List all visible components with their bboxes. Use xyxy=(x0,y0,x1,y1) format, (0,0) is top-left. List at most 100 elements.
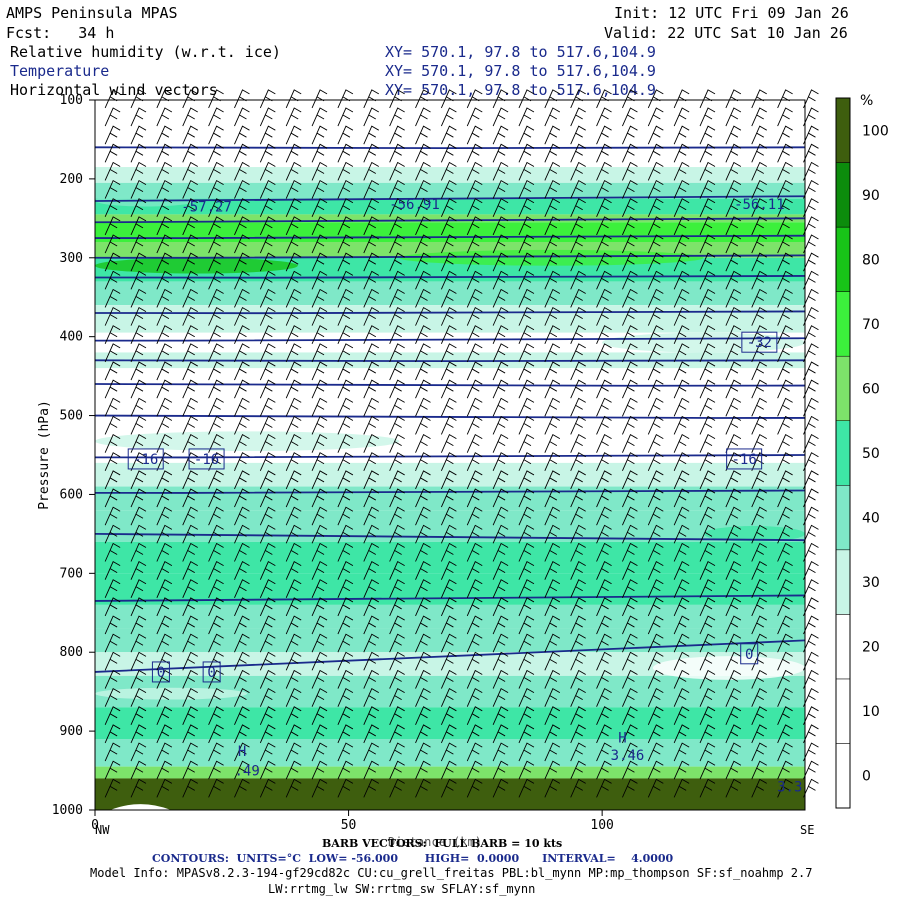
wind-barb xyxy=(208,597,224,617)
wind-barb xyxy=(104,198,121,217)
colorbar-label: 80 xyxy=(862,252,880,268)
wind-barb xyxy=(130,506,147,526)
contour-label-box xyxy=(741,331,778,353)
wind-barb xyxy=(647,397,664,417)
model-title: AMPS Peninsula MPAS xyxy=(6,4,178,22)
wind-barb xyxy=(104,506,121,526)
wind-barb xyxy=(647,343,664,363)
wind-barb xyxy=(156,379,173,399)
wind-barb xyxy=(725,452,742,471)
wind-barb xyxy=(622,452,638,471)
y-tick-label: 1000 xyxy=(52,803,83,818)
wind-barb xyxy=(311,597,328,617)
wind-barb xyxy=(285,669,302,689)
wind-barb xyxy=(622,325,638,344)
wind-barb xyxy=(673,234,690,254)
wind-barb xyxy=(518,361,535,381)
wind-barb xyxy=(311,288,328,308)
wind-barb xyxy=(389,415,405,435)
wind-barb xyxy=(337,724,354,744)
wind-barb xyxy=(130,669,147,689)
wind-barb xyxy=(311,542,328,562)
init-time: Init: 12 UTC Fri 09 Jan 26 xyxy=(614,4,849,22)
wind-barb xyxy=(570,579,586,598)
wind-barb xyxy=(647,125,664,145)
wind-barb xyxy=(544,379,561,399)
wind-barb xyxy=(518,778,535,798)
wind-barb xyxy=(647,688,664,707)
wind-barb xyxy=(596,452,612,471)
rh-band xyxy=(95,198,805,215)
wind-barb xyxy=(673,288,690,308)
wind-barb xyxy=(182,288,198,308)
wind-barb xyxy=(389,234,405,254)
wind-barb xyxy=(777,288,793,308)
wind-barb xyxy=(544,561,561,580)
wind-barb xyxy=(596,760,612,780)
wind-barb xyxy=(466,688,483,707)
wind-barb xyxy=(259,760,276,780)
wind-barb xyxy=(130,470,147,490)
wind-barb xyxy=(544,125,561,145)
wind-barb xyxy=(208,633,224,653)
wind-barb xyxy=(673,778,690,798)
contour-label: H xyxy=(618,730,626,746)
wind-barb xyxy=(415,706,431,725)
temperature-contour xyxy=(94,310,806,315)
wind-barb xyxy=(130,760,147,780)
wind-barb xyxy=(751,270,767,290)
wind-barb xyxy=(751,125,767,145)
wind-barb xyxy=(518,179,535,199)
wind-barb xyxy=(622,433,638,453)
temperature-contour xyxy=(94,383,806,387)
wind-barb xyxy=(803,379,819,399)
wind-barb xyxy=(699,615,716,635)
wind-barb xyxy=(311,306,328,326)
wind-barb xyxy=(725,288,742,308)
wind-barb xyxy=(596,633,612,653)
wind-barb xyxy=(440,615,457,635)
wind-barb xyxy=(104,706,121,725)
wind-barb xyxy=(647,615,664,635)
wind-barb xyxy=(570,325,586,344)
wind-barb xyxy=(182,724,198,744)
wind-barb xyxy=(570,125,586,145)
wind-barb xyxy=(285,343,302,363)
wind-barb xyxy=(363,433,380,453)
wind-barb xyxy=(285,125,302,145)
wind-barb xyxy=(596,615,612,635)
wind-barb xyxy=(234,216,250,236)
wind-barb xyxy=(234,397,250,417)
wind-barb xyxy=(803,107,819,127)
wind-barb xyxy=(130,415,147,435)
wind-barb xyxy=(492,524,509,544)
wind-barb xyxy=(751,288,767,308)
rh-band xyxy=(95,100,805,168)
wind-barb xyxy=(156,488,173,508)
wind-barb xyxy=(130,179,147,199)
wind-barb xyxy=(363,742,380,762)
wind-barb xyxy=(725,361,742,381)
wind-barb xyxy=(596,125,612,145)
y-tick-label: 700 xyxy=(60,566,83,581)
y-tick-label: 500 xyxy=(60,409,83,424)
wind-barb xyxy=(156,579,173,598)
wind-barb xyxy=(492,343,509,363)
wind-barb xyxy=(311,325,328,344)
wind-barb xyxy=(544,452,561,471)
wind-barb xyxy=(104,688,121,707)
wind-barb xyxy=(518,669,535,689)
wind-barb xyxy=(389,107,405,127)
wind-barb xyxy=(130,252,147,272)
x-tick-label: 50 xyxy=(341,818,357,833)
wind-barb xyxy=(570,651,586,671)
wind-barb xyxy=(466,579,483,598)
wind-barb xyxy=(725,561,742,580)
wind-barb xyxy=(751,379,767,399)
colorbar-label: 30 xyxy=(862,575,880,591)
wind-barb xyxy=(777,597,793,617)
wind-barb xyxy=(363,361,380,381)
wind-barb xyxy=(130,270,147,290)
wind-barb xyxy=(259,778,276,798)
wind-barb xyxy=(337,633,354,653)
